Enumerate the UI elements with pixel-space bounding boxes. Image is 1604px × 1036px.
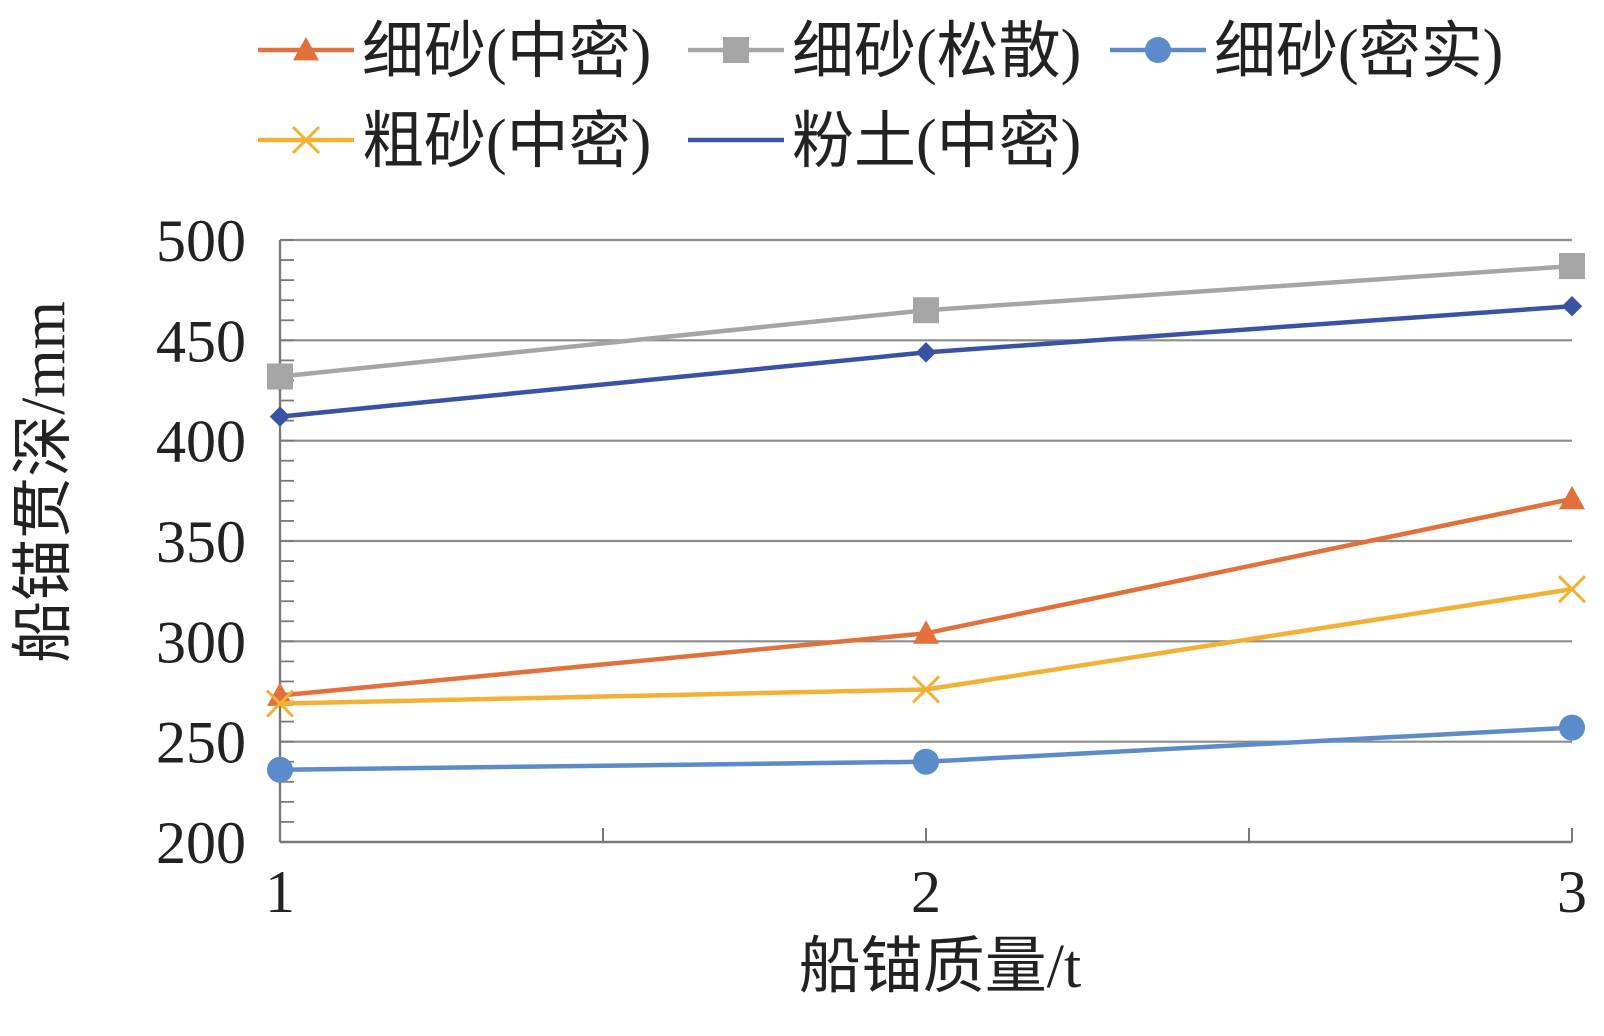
data-point-3-0-stroke-b (265, 689, 295, 718)
y-tick-label-500: 500 (156, 208, 246, 274)
data-point-2-1 (913, 748, 939, 775)
data-point-3-2 (1557, 575, 1587, 604)
series-3 (265, 575, 1587, 718)
series-group (265, 253, 1587, 783)
x-tick-label-3: 3 (1557, 859, 1587, 925)
data-point-4-1 (915, 342, 937, 363)
legend-item-2: 细砂(密实) (1110, 18, 1503, 86)
data-point-3-1-stroke-b (911, 675, 941, 704)
data-point-2-2 (1559, 714, 1585, 741)
data-point-4-0 (269, 406, 291, 427)
y-tick-label-350: 350 (156, 509, 246, 575)
series-2 (267, 714, 1585, 783)
y-tick-label-300: 300 (156, 609, 246, 675)
legend: 细砂(中密) 细砂(松散) 细砂(密实) 粗砂(中密) 粉土(中密) (258, 18, 1503, 176)
legend-label-0: 细砂(中密) (362, 18, 651, 86)
data-point-0-0 (267, 682, 293, 706)
gridlines (280, 238, 1572, 743)
data-point-3-1 (911, 675, 941, 704)
y-tick-label-450: 450 (156, 308, 246, 374)
x-axis-title: 船锚质量/t (799, 933, 1081, 1001)
data-point-1-2 (1559, 253, 1585, 280)
data-point-2-0 (267, 756, 293, 783)
series-4 (269, 296, 1583, 427)
data-point-0-1 (913, 620, 939, 644)
legend-item-0: 细砂(中密) (258, 18, 651, 86)
data-point-1-1 (913, 297, 939, 324)
legend-item-4: 粉土(中密) (688, 108, 1081, 176)
y-axis-title: 船锚贯深/mm (10, 301, 78, 663)
legend-item-1: 细砂(松散) (688, 18, 1081, 86)
legend-label-1: 细砂(松散) (792, 18, 1081, 86)
legend-marker-0 (293, 37, 319, 61)
legend-marker-3-stroke-b (291, 125, 321, 155)
data-point-4-2 (1561, 296, 1583, 317)
series-line-3 (279, 586, 1573, 706)
legend-marker-2 (1145, 37, 1171, 63)
data-point-0-2 (1559, 485, 1585, 510)
data-point-1-0 (267, 363, 293, 390)
legend-marker-3 (291, 125, 321, 155)
data-point-3-0 (265, 689, 295, 718)
legend-label-3: 粗砂(中密) (362, 108, 651, 176)
x-tick-label-1: 1 (265, 859, 295, 925)
legend-label-2: 细砂(密实) (1214, 18, 1503, 86)
series-line-0 (279, 496, 1573, 698)
legend-marker-1 (723, 37, 749, 63)
y-tick-label-250: 250 (156, 710, 246, 776)
x-tick-label-2: 2 (911, 859, 941, 925)
series-0 (267, 485, 1585, 706)
legend-label-4: 粉土(中密) (792, 108, 1081, 176)
axes: 200 250 300 350 400 450 500 1 2 3 (156, 208, 1587, 925)
data-point-3-2-stroke-b (1557, 575, 1587, 604)
legend-item-3: 粗砂(中密) (258, 108, 651, 176)
y-tick-label-400: 400 (156, 409, 246, 475)
y-tick-label-200: 200 (156, 810, 246, 876)
series-1 (267, 253, 1585, 390)
